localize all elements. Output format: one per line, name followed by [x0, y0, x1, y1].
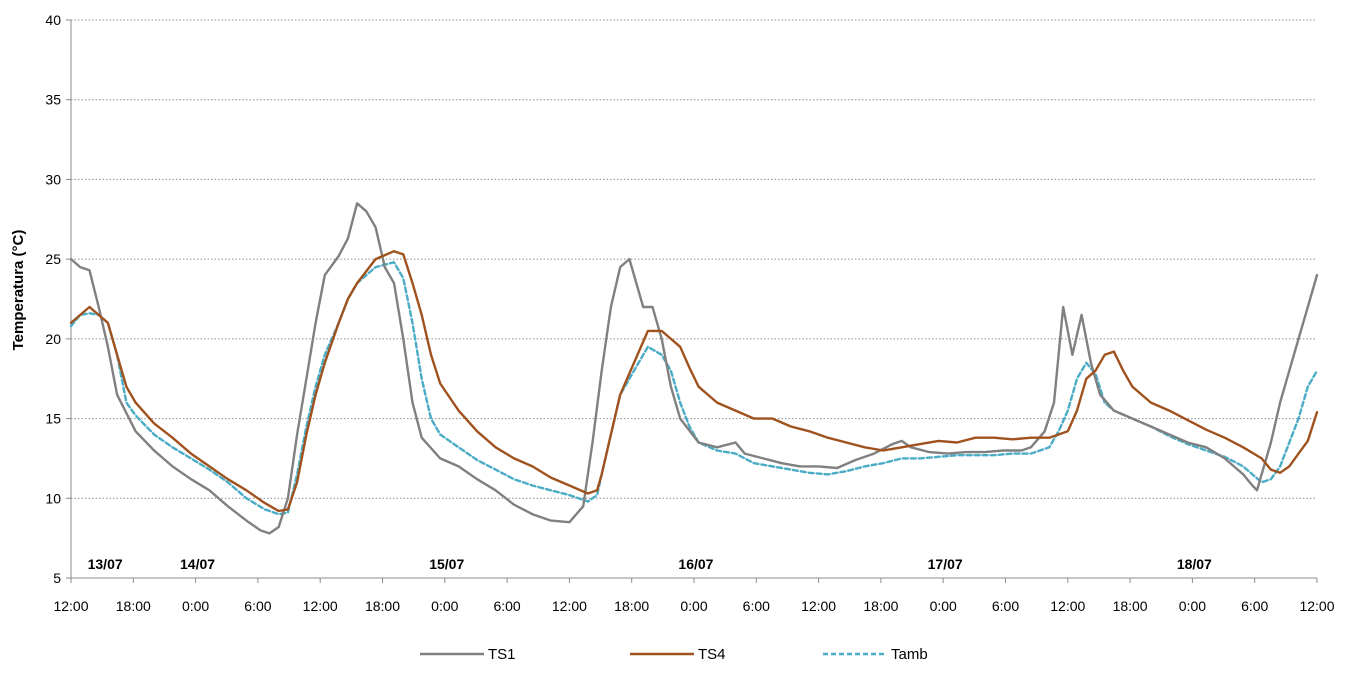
x-tick-label: 12:00: [53, 598, 88, 614]
day-label: 13/07: [88, 556, 123, 572]
gridlines: [71, 19, 1317, 499]
day-label: 14/07: [180, 556, 215, 572]
x-tick-label: 0:00: [431, 598, 458, 614]
series-lines: [69, 202, 1319, 535]
y-tick-labels: 5 10 15 20 25 30 35 40: [45, 12, 71, 586]
axes: [70, 20, 1317, 579]
day-label: 17/07: [928, 556, 963, 572]
x-tick-label: 12:00: [801, 598, 836, 614]
x-tick-labels: 12:00 18:00 0:00 6:00 12:00 18:00 0:00 6:00 12:0…: [53, 578, 1335, 614]
x-tick-label: 12:00: [1299, 598, 1334, 614]
series-line-ts1: [69, 202, 1319, 535]
x-tick-label: 0:00: [1179, 598, 1206, 614]
y-tick-label: 15: [45, 411, 61, 427]
x-tick-label: 6:00: [992, 598, 1019, 614]
x-tick-label: 0:00: [182, 598, 209, 614]
y-tick-label: 40: [45, 12, 61, 28]
x-tick-label: 18:00: [614, 598, 649, 614]
y-tick-label: 5: [53, 570, 61, 586]
x-tick-label: 12:00: [303, 598, 338, 614]
day-label: 15/07: [429, 556, 464, 572]
x-tick-label: 6:00: [1241, 598, 1268, 614]
y-tick-label: 35: [45, 92, 61, 108]
legend-label-ts1: TS1: [488, 646, 516, 663]
legend-label-tamb: Tamb: [891, 646, 928, 663]
x-tick-label: 18:00: [1113, 598, 1148, 614]
y-tick-label: 20: [45, 331, 61, 347]
day-label: 18/07: [1177, 556, 1212, 572]
legend-label-ts4: TS4: [698, 646, 726, 663]
x-tick-label: 0:00: [930, 598, 957, 614]
legend: TS1 TS4 Tamb: [420, 646, 928, 663]
x-tick-label: 0:00: [680, 598, 707, 614]
x-tick-label: 6:00: [493, 598, 520, 614]
x-tick-label: 18:00: [116, 598, 151, 614]
y-tick-label: 30: [45, 171, 61, 187]
y-tick-label: 25: [45, 251, 61, 267]
x-tick-label: 12:00: [552, 598, 587, 614]
series-line-tamb: [69, 261, 1319, 516]
x-tick-label: 18:00: [863, 598, 898, 614]
x-tick-label: 12:00: [1050, 598, 1085, 614]
x-tick-label: 6:00: [244, 598, 271, 614]
x-tick-label: 18:00: [365, 598, 400, 614]
y-axis-label: Temperatura (°C): [10, 230, 27, 351]
series-line-ts4: [69, 249, 1319, 513]
y-tick-label: 10: [45, 490, 61, 506]
x-tick-label: 6:00: [743, 598, 770, 614]
day-label: 16/07: [678, 556, 713, 572]
day-labels: 13/07 14/07 15/07 16/07 17/07 18/07: [88, 556, 1212, 572]
